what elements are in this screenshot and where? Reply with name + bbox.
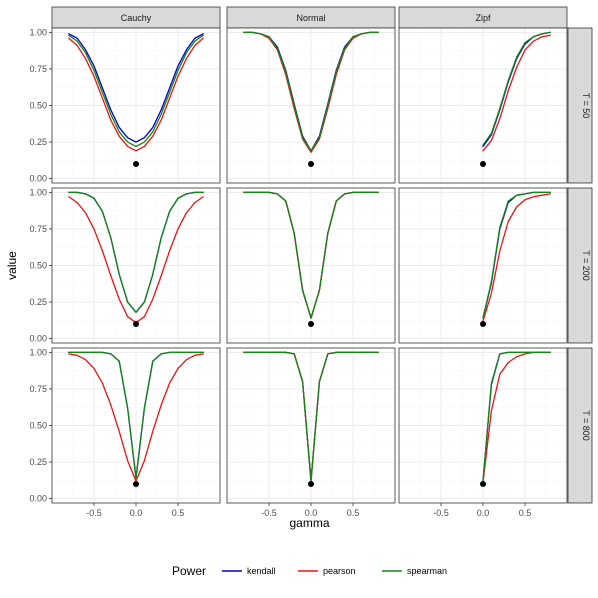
legend-title: Power	[172, 564, 206, 578]
x-tick-label: -0.5	[86, 508, 102, 518]
y-axis-title: value	[5, 251, 19, 280]
series-line-spearman	[243, 191, 379, 319]
row-strip-2	[567, 347, 593, 504]
reference-point	[308, 480, 314, 487]
series-line-spearman	[243, 31, 379, 152]
x-tick-label: 0.0	[130, 508, 143, 518]
x-tick-label: 0.0	[305, 508, 318, 518]
y-tick-label: 0.25	[29, 297, 47, 307]
x-tick-label: 0.5	[519, 508, 532, 518]
y-tick-label: 0.50	[29, 261, 47, 271]
legend-label-pearson: pearson	[323, 566, 356, 576]
panel-zipf-r0	[398, 27, 568, 184]
y-tick-label: 0.00	[29, 174, 47, 184]
y-tick-label: 0.50	[29, 421, 47, 431]
panel-cauchy-r2	[51, 347, 221, 504]
y-tick-label: 0.00	[29, 334, 47, 344]
series-line-spearman	[482, 31, 551, 146]
panel-border	[226, 187, 396, 344]
series-line-kendall	[68, 33, 204, 143]
panel-border	[226, 27, 396, 184]
y-tick-label: 0.50	[29, 101, 47, 111]
panel-zipf-r2	[398, 347, 568, 504]
row-label-1: T = 200	[581, 250, 591, 281]
legend: Power kendall pearson spearman	[172, 564, 447, 578]
panel-cauchy-r1	[51, 187, 221, 344]
series-line-pearson	[68, 37, 204, 152]
y-tick-label: 0.75	[29, 64, 47, 74]
series-line-spearman	[482, 351, 551, 482]
row-strip-0	[567, 27, 593, 184]
reference-point	[133, 160, 139, 167]
facet-label-zipf: Zipf	[475, 13, 491, 23]
x-tick-label: 0.5	[172, 508, 185, 518]
reference-point	[133, 480, 139, 487]
panel-normal-r2	[226, 347, 396, 504]
panel-zipf-r1	[398, 187, 568, 344]
y-tick-label: 1.00	[29, 27, 47, 37]
series-line-pearson	[482, 193, 551, 322]
facet-label-cauchy: Cauchy	[121, 13, 152, 23]
row-label-0: T = 50	[581, 93, 591, 119]
reference-point	[308, 320, 314, 327]
reference-point	[480, 480, 486, 487]
x-tick-label: 0.0	[477, 508, 490, 518]
reference-point	[480, 160, 486, 167]
series-line-spearman	[68, 351, 204, 479]
series-line-pearson	[482, 34, 551, 152]
row-strip-1	[567, 187, 593, 344]
panel-normal-r1	[226, 187, 396, 344]
y-tick-label: 1.00	[29, 187, 47, 197]
panel-cauchy-r0	[51, 27, 221, 184]
y-tick-label: 0.25	[29, 137, 47, 147]
legend-label-kendall: kendall	[247, 566, 276, 576]
reference-point	[308, 160, 314, 167]
y-tick-label: 0.25	[29, 457, 47, 467]
x-tick-label: 0.5	[347, 508, 360, 518]
series-line-spearman	[482, 191, 551, 319]
x-tick-label: -0.5	[433, 508, 449, 518]
y-tick-label: 0.75	[29, 384, 47, 394]
series-line-spearman	[68, 191, 204, 313]
panel-border	[398, 187, 568, 344]
y-tick-label: 0.75	[29, 224, 47, 234]
x-tick-label: -0.5	[261, 508, 277, 518]
x-axis-title: gamma	[289, 516, 329, 530]
y-tick-label: 0.00	[29, 494, 47, 504]
row-label-2: T = 800	[581, 410, 591, 441]
legend-label-spearman: spearman	[407, 566, 447, 576]
facet-label-normal: Normal	[296, 13, 325, 23]
reference-point	[480, 320, 486, 327]
series-line-pearson	[243, 31, 379, 153]
reference-point	[133, 320, 139, 327]
y-tick-label: 1.00	[29, 347, 47, 357]
series-line-spearman	[68, 34, 204, 148]
panel-normal-r0	[226, 27, 396, 184]
panel-border	[398, 27, 568, 184]
